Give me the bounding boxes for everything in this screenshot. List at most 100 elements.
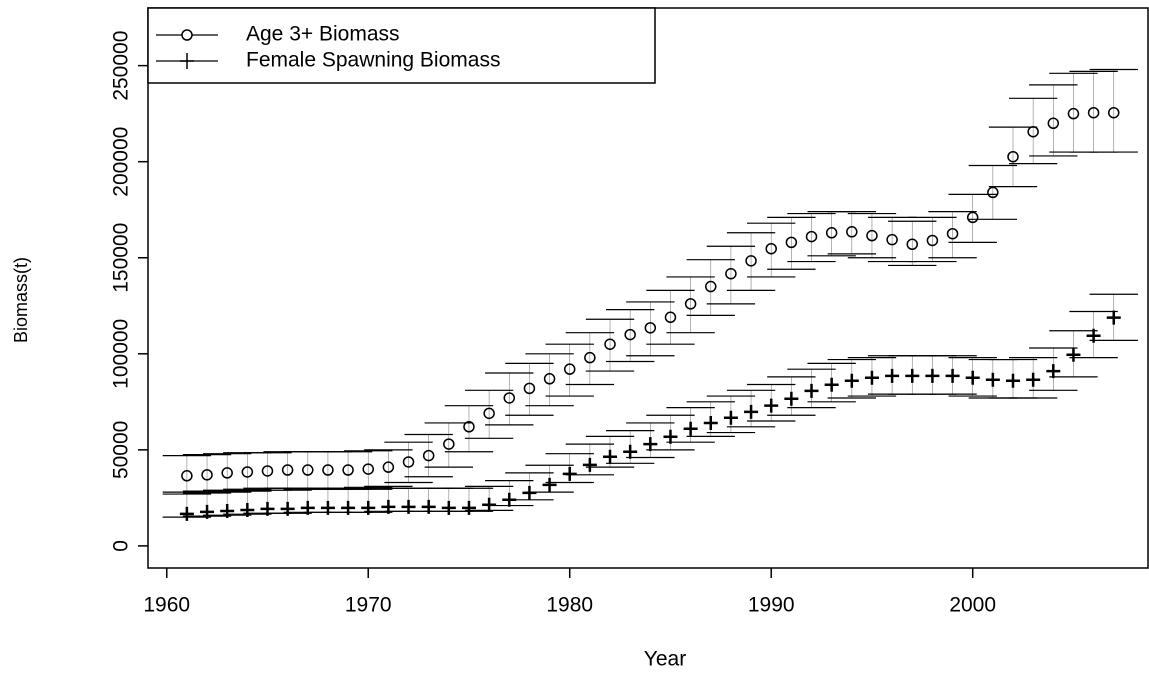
- point: [1066, 347, 1081, 362]
- y-tick-label: 250000: [110, 31, 133, 101]
- point: [945, 368, 960, 383]
- point: [985, 372, 1000, 387]
- point: [965, 370, 980, 385]
- point: [663, 429, 678, 444]
- x-tick-label: 1960: [143, 594, 190, 617]
- point: [562, 466, 577, 481]
- point: [824, 377, 839, 392]
- point: [684, 298, 697, 310]
- point: [461, 500, 476, 515]
- point: [804, 383, 819, 398]
- x-tick-label: 1990: [748, 594, 795, 617]
- point: [1107, 106, 1120, 119]
- point: [302, 464, 314, 476]
- point: [664, 311, 677, 324]
- legend-marker: [181, 29, 193, 41]
- y-tick-label: 50000: [110, 421, 133, 479]
- point: [624, 328, 636, 341]
- point: [926, 234, 939, 247]
- legend-label: Female Spawning Biomass: [246, 49, 500, 72]
- point: [623, 444, 638, 459]
- point: [221, 467, 233, 479]
- point: [1027, 125, 1039, 138]
- point: [322, 464, 334, 476]
- point: [644, 322, 657, 334]
- point: [1087, 106, 1100, 119]
- point: [582, 457, 597, 472]
- x-tick-label: 1980: [546, 594, 593, 617]
- point: [725, 267, 737, 280]
- point: [886, 233, 898, 246]
- y-axis-label: Biomass(t): [11, 257, 31, 343]
- point: [402, 456, 415, 468]
- point: [1106, 310, 1121, 325]
- point: [201, 469, 213, 481]
- point: [604, 338, 616, 350]
- x-axis-label: Year: [644, 648, 686, 671]
- point: [683, 421, 698, 436]
- y-tick-label: 100000: [110, 319, 133, 389]
- point: [643, 437, 658, 452]
- point: [925, 368, 940, 383]
- point: [523, 382, 536, 395]
- point: [482, 497, 497, 512]
- point: [361, 500, 376, 515]
- point: [805, 230, 818, 243]
- point: [522, 485, 537, 500]
- point: [987, 186, 999, 199]
- point: [443, 438, 455, 450]
- point: [744, 404, 759, 419]
- point: [966, 211, 979, 224]
- point: [1026, 372, 1041, 387]
- y-tick-label: 0: [110, 540, 133, 552]
- point: [200, 504, 215, 519]
- point: [765, 242, 777, 255]
- point: [864, 370, 879, 385]
- x-tick-label: 1970: [345, 594, 392, 617]
- legend-label: Age 3+ Biomass: [246, 23, 400, 46]
- point: [745, 255, 757, 267]
- point: [603, 449, 618, 464]
- point: [181, 470, 193, 482]
- legend-box: [147, 7, 656, 84]
- y-tick-label: 150000: [110, 223, 133, 293]
- point: [844, 373, 859, 388]
- point: [1047, 117, 1060, 130]
- point: [542, 477, 557, 492]
- point: [220, 503, 235, 518]
- point: [785, 236, 798, 249]
- point: [885, 368, 900, 383]
- point: [543, 373, 556, 385]
- point: [441, 500, 456, 515]
- point: [906, 238, 919, 251]
- point: [1067, 107, 1080, 120]
- point: [563, 363, 576, 375]
- point: [503, 392, 516, 404]
- point: [1046, 364, 1061, 379]
- point: [179, 506, 194, 521]
- point: [241, 466, 254, 478]
- plot-frame: [147, 7, 1149, 569]
- point: [422, 449, 435, 462]
- y-tick-label: 200000: [110, 127, 133, 197]
- point: [825, 227, 838, 239]
- point: [703, 415, 718, 430]
- point: [846, 226, 858, 238]
- point: [261, 465, 274, 477]
- point: [362, 463, 374, 475]
- point: [483, 407, 495, 420]
- point: [705, 280, 717, 293]
- point: [764, 398, 779, 413]
- point: [946, 227, 959, 240]
- point: [240, 502, 255, 517]
- point: [1006, 373, 1020, 388]
- point: [784, 391, 799, 406]
- legend-marker: [180, 53, 194, 69]
- point: [866, 229, 878, 242]
- point: [382, 461, 395, 473]
- point: [342, 464, 354, 476]
- point: [280, 501, 295, 516]
- point: [905, 368, 920, 383]
- point: [584, 351, 596, 364]
